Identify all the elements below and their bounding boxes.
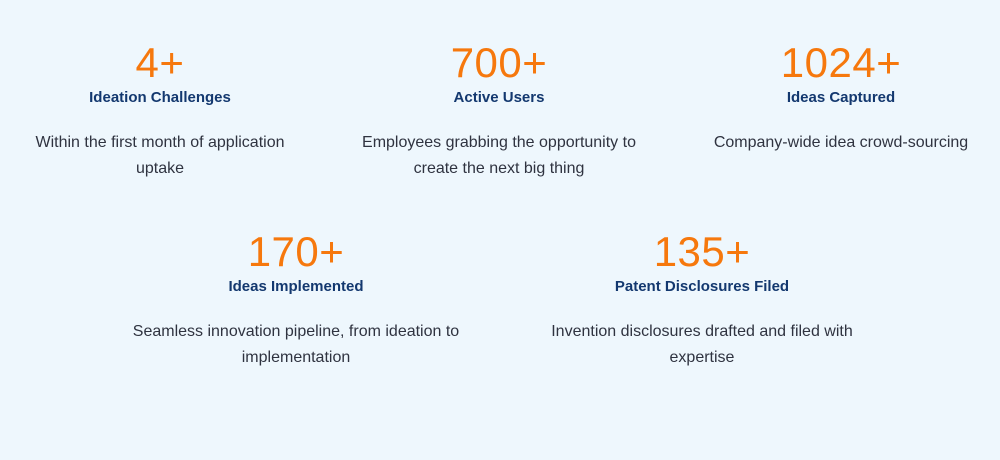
stat-description: Company-wide idea crowd-sourcing xyxy=(713,134,969,151)
stat-title: Ideas Implemented xyxy=(228,278,364,295)
stat-title: Patent Disclosures Filed xyxy=(614,278,790,295)
stat-number: 170+ xyxy=(247,228,345,275)
stat-title: Ideation Challenges xyxy=(89,89,231,106)
stat-ideas-captured: 1024+ Ideas Captured Company-wide idea c… xyxy=(696,41,986,156)
stat-ideas-implemented: 170+ Ideas Implemented Seamless innovati… xyxy=(126,230,466,371)
stat-number: 1024+ xyxy=(780,39,902,86)
stat-number: 700+ xyxy=(450,39,548,86)
stat-number: 4+ xyxy=(135,39,185,86)
stat-description: Seamless innovation pipeline, from ideat… xyxy=(132,323,460,366)
stat-title: Ideas Captured xyxy=(786,89,896,106)
stat-title: Active Users xyxy=(453,89,545,106)
stat-description: Invention disclosures drafted and filed … xyxy=(551,323,853,366)
stat-active-users: 700+ Active Users Employees grabbing the… xyxy=(354,41,644,182)
stat-description: Within the first month of application up… xyxy=(35,134,285,177)
stat-ideation-challenges: 4+ Ideation Challenges Within the first … xyxy=(20,41,300,182)
stat-number: 135+ xyxy=(653,228,751,275)
stat-patent-disclosures: 135+ Patent Disclosures Filed Invention … xyxy=(530,230,874,371)
stat-description: Employees grabbing the opportunity to cr… xyxy=(362,134,636,177)
